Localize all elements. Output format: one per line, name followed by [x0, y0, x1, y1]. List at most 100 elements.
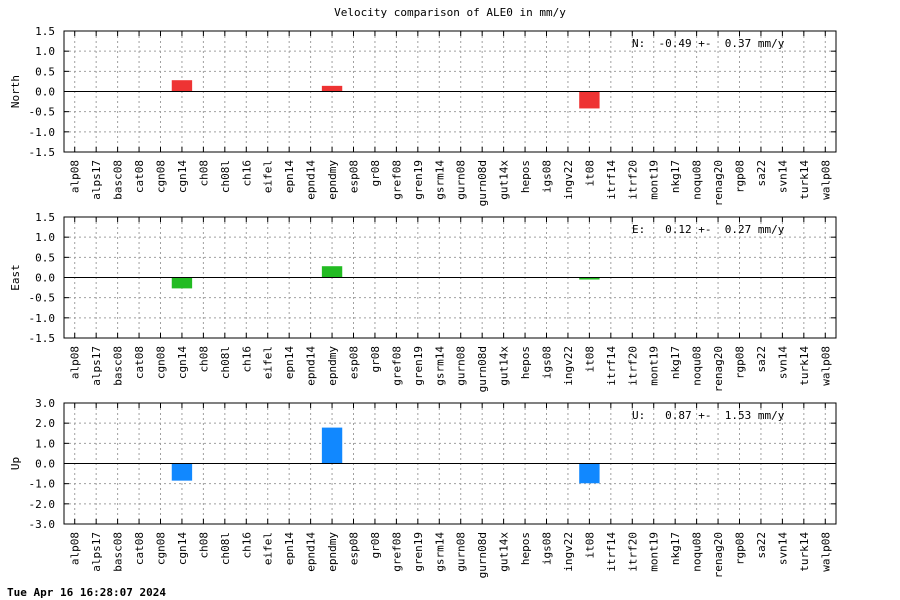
x-tick-label: alp08 — [69, 160, 82, 193]
x-tick-label: ingv22 — [562, 160, 575, 200]
x-tick-label: noqu08 — [691, 160, 704, 200]
x-tick-label: alps17 — [90, 532, 103, 572]
y-tick-label: -0.5 — [29, 292, 56, 305]
bar-cgn14 — [171, 80, 193, 92]
y-tick-label: 0.5 — [35, 251, 55, 264]
x-tick-label: mont19 — [648, 346, 661, 386]
x-tick-label: cgn14 — [176, 346, 189, 379]
x-tick-label: gref08 — [390, 532, 403, 572]
bar-epndmy — [321, 266, 343, 278]
x-tick-label: basc08 — [112, 532, 125, 572]
x-tick-label: nkg17 — [669, 532, 682, 565]
x-tick-label: epnd14 — [305, 160, 318, 200]
x-tick-label: turk14 — [798, 160, 811, 200]
y-tick-label: 0.0 — [35, 458, 55, 471]
x-tick-label: it08 — [583, 346, 596, 373]
x-tick-label: cgn08 — [155, 160, 168, 193]
stats-annotation: E: 0.12 +- 0.27 mm/y — [632, 223, 785, 236]
y-tick-label: 0.5 — [35, 65, 55, 78]
x-tick-label: sa22 — [755, 160, 768, 187]
x-tick-label: it08 — [583, 532, 596, 559]
x-tick-label: ch08l — [219, 160, 232, 193]
x-tick-label: svn14 — [776, 346, 789, 379]
y-tick-label: 1.0 — [35, 437, 55, 450]
x-tick-label: ch08l — [219, 346, 232, 379]
bar-it08 — [579, 463, 600, 484]
x-tick-label: igs08 — [541, 532, 554, 565]
x-tick-label: ch16 — [240, 532, 253, 559]
stats-annotation: N: -0.49 +- 0.37 mm/y — [632, 37, 785, 50]
bar-cgn14 — [171, 463, 193, 481]
x-tick-label: walp08 — [819, 160, 832, 200]
x-tick-label: rgp08 — [734, 346, 747, 379]
y-tick-label: 0.0 — [35, 272, 55, 285]
x-tick-label: itrf20 — [626, 532, 639, 572]
x-tick-label: gref08 — [390, 346, 403, 386]
x-tick-label: noqu08 — [691, 532, 704, 572]
x-tick-label: cat08 — [133, 532, 146, 565]
x-tick-label: eifel — [262, 160, 275, 193]
x-tick-label: gren19 — [412, 532, 425, 572]
x-tick-label: epndmy — [326, 532, 339, 572]
stats-annotation: U: 0.87 +- 1.53 mm/y — [632, 409, 785, 422]
x-tick-label: epn14 — [283, 346, 296, 379]
x-tick-label: ch08 — [197, 346, 210, 373]
x-tick-label: gren19 — [412, 346, 425, 386]
y-tick-label: -1.0 — [29, 126, 56, 139]
x-tick-label: gurn08d — [476, 346, 489, 392]
bar-it08 — [579, 91, 600, 109]
x-tick-label: gref08 — [390, 160, 403, 200]
x-tick-label: mont19 — [648, 532, 661, 572]
x-tick-label: gr08 — [369, 346, 382, 373]
y-axis-label: North — [9, 75, 22, 108]
x-tick-label: turk14 — [798, 346, 811, 386]
x-tick-label: gurn08 — [455, 160, 468, 200]
x-tick-label: eifel — [262, 346, 275, 379]
x-tick-label: itrf14 — [605, 532, 618, 572]
x-tick-label: walp08 — [819, 346, 832, 386]
x-tick-label: gren19 — [412, 160, 425, 200]
x-tick-label: esp08 — [348, 346, 361, 379]
x-tick-label: ch08 — [197, 160, 210, 187]
y-tick-label: 1.0 — [35, 45, 55, 58]
x-tick-label: itrf20 — [626, 160, 639, 200]
x-tick-label: itrf14 — [605, 346, 618, 386]
x-tick-label: ch16 — [240, 160, 253, 187]
x-tick-label: gr08 — [369, 160, 382, 187]
x-tick-label: cgn08 — [155, 346, 168, 379]
y-tick-label: -3.0 — [29, 518, 56, 531]
x-tick-label: cat08 — [133, 346, 146, 379]
x-tick-label: mont19 — [648, 160, 661, 200]
x-tick-label: gut14x — [498, 346, 511, 386]
y-tick-label: 3.0 — [35, 397, 55, 410]
x-tick-label: svn14 — [776, 160, 789, 193]
x-tick-label: alps17 — [90, 160, 103, 200]
x-tick-label: noqu08 — [691, 346, 704, 386]
y-tick-label: 0.0 — [35, 86, 55, 99]
plot-frame — [63, 216, 837, 339]
x-tick-label: gr08 — [369, 532, 382, 559]
x-tick-label: ch16 — [240, 346, 253, 373]
x-tick-label: gurn08 — [455, 532, 468, 572]
x-tick-label: ingv22 — [562, 346, 575, 386]
y-tick-label: 1.5 — [35, 211, 55, 224]
x-tick-label: cgn14 — [176, 532, 189, 565]
x-tick-label: hepos — [519, 160, 532, 193]
x-tick-label: itrf20 — [626, 346, 639, 386]
x-tick-label: sa22 — [755, 346, 768, 373]
footer-timestamp: Tue Apr 16 16:28:07 2024 — [7, 586, 166, 599]
y-tick-label: 1.0 — [35, 231, 55, 244]
x-tick-label: cat08 — [133, 160, 146, 193]
x-tick-label: hepos — [519, 532, 532, 565]
x-tick-label: walp08 — [819, 532, 832, 572]
y-axis-label: East — [9, 264, 22, 291]
x-tick-label: gut14x — [498, 160, 511, 200]
x-tick-label: esp08 — [348, 160, 361, 193]
x-tick-label: itrf14 — [605, 160, 618, 200]
x-tick-label: epndmy — [326, 160, 339, 200]
y-tick-label: -1.0 — [29, 312, 56, 325]
x-tick-label: gurn08d — [476, 532, 489, 578]
x-tick-label: nkg17 — [669, 160, 682, 193]
x-tick-label: esp08 — [348, 532, 361, 565]
